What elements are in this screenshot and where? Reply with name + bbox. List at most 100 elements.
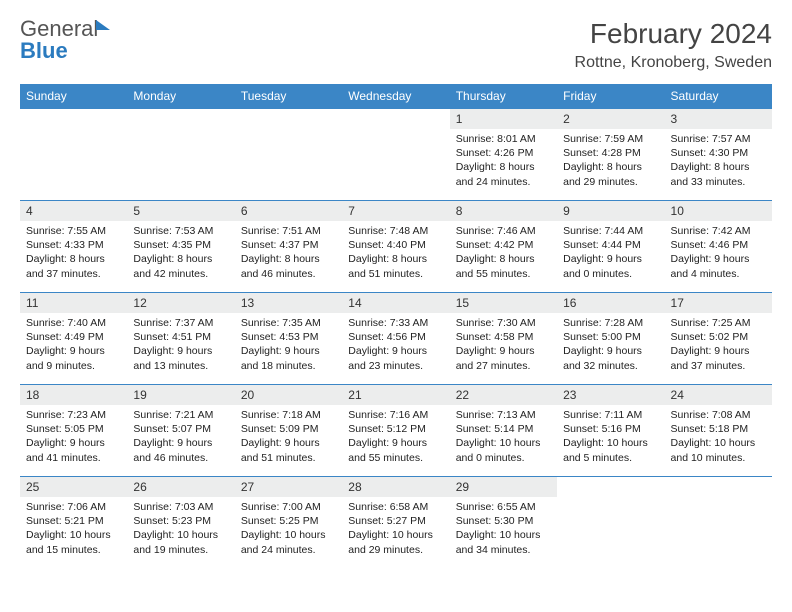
calendar-day-cell: 6Sunrise: 7:51 AMSunset: 4:37 PMDaylight… [235,201,342,293]
daylight-text: Daylight: 8 hours and 37 minutes. [26,252,121,280]
calendar-empty-cell [342,109,449,201]
sunrise-text: Sunrise: 7:40 AM [26,316,121,330]
day-number: 11 [20,293,127,313]
sunset-text: Sunset: 4:26 PM [456,146,551,160]
day-details: Sunrise: 7:40 AMSunset: 4:49 PMDaylight:… [20,313,127,377]
weekday-header: Friday [557,84,664,109]
daylight-text: Daylight: 8 hours and 51 minutes. [348,252,443,280]
daylight-text: Daylight: 9 hours and 18 minutes. [241,344,336,372]
day-number: 21 [342,385,449,405]
day-number: 7 [342,201,449,221]
calendar-day-cell: 11Sunrise: 7:40 AMSunset: 4:49 PMDayligh… [20,293,127,385]
sunset-text: Sunset: 5:12 PM [348,422,443,436]
daylight-text: Daylight: 10 hours and 34 minutes. [456,528,551,556]
day-number: 14 [342,293,449,313]
day-details: Sunrise: 7:18 AMSunset: 5:09 PMDaylight:… [235,405,342,469]
day-details: Sunrise: 7:37 AMSunset: 4:51 PMDaylight:… [127,313,234,377]
sunset-text: Sunset: 5:00 PM [563,330,658,344]
sunset-text: Sunset: 4:44 PM [563,238,658,252]
sunrise-text: Sunrise: 8:01 AM [456,132,551,146]
sunrise-text: Sunrise: 6:58 AM [348,500,443,514]
calendar-empty-cell [20,109,127,201]
day-details: Sunrise: 6:55 AMSunset: 5:30 PMDaylight:… [450,497,557,561]
sunrise-text: Sunrise: 7:25 AM [671,316,766,330]
daylight-text: Daylight: 8 hours and 29 minutes. [563,160,658,188]
daylight-text: Daylight: 9 hours and 55 minutes. [348,436,443,464]
daylight-text: Daylight: 10 hours and 5 minutes. [563,436,658,464]
daylight-text: Daylight: 9 hours and 51 minutes. [241,436,336,464]
sunrise-text: Sunrise: 7:51 AM [241,224,336,238]
day-details: Sunrise: 7:13 AMSunset: 5:14 PMDaylight:… [450,405,557,469]
daylight-text: Daylight: 8 hours and 46 minutes. [241,252,336,280]
day-details: Sunrise: 7:08 AMSunset: 5:18 PMDaylight:… [665,405,772,469]
sunrise-text: Sunrise: 7:00 AM [241,500,336,514]
calendar-day-cell: 16Sunrise: 7:28 AMSunset: 5:00 PMDayligh… [557,293,664,385]
day-details: Sunrise: 8:01 AMSunset: 4:26 PMDaylight:… [450,129,557,193]
day-details: Sunrise: 7:48 AMSunset: 4:40 PMDaylight:… [342,221,449,285]
sunset-text: Sunset: 4:42 PM [456,238,551,252]
calendar-day-cell: 15Sunrise: 7:30 AMSunset: 4:58 PMDayligh… [450,293,557,385]
weekday-header: Monday [127,84,234,109]
calendar-day-cell: 5Sunrise: 7:53 AMSunset: 4:35 PMDaylight… [127,201,234,293]
sunset-text: Sunset: 5:21 PM [26,514,121,528]
calendar-week-row: 25Sunrise: 7:06 AMSunset: 5:21 PMDayligh… [20,477,772,569]
day-details: Sunrise: 7:03 AMSunset: 5:23 PMDaylight:… [127,497,234,561]
sunset-text: Sunset: 4:35 PM [133,238,228,252]
daylight-text: Daylight: 9 hours and 41 minutes. [26,436,121,464]
sunrise-text: Sunrise: 7:21 AM [133,408,228,422]
sunset-text: Sunset: 4:30 PM [671,146,766,160]
day-number: 2 [557,109,664,129]
calendar-day-cell: 29Sunrise: 6:55 AMSunset: 5:30 PMDayligh… [450,477,557,569]
day-number: 15 [450,293,557,313]
sunset-text: Sunset: 5:25 PM [241,514,336,528]
sunrise-text: Sunrise: 7:44 AM [563,224,658,238]
day-number: 26 [127,477,234,497]
daylight-text: Daylight: 9 hours and 37 minutes. [671,344,766,372]
calendar-day-cell: 2Sunrise: 7:59 AMSunset: 4:28 PMDaylight… [557,109,664,201]
day-number: 28 [342,477,449,497]
calendar-empty-cell [557,477,664,569]
sunrise-text: Sunrise: 6:55 AM [456,500,551,514]
sunrise-text: Sunrise: 7:35 AM [241,316,336,330]
day-details: Sunrise: 7:55 AMSunset: 4:33 PMDaylight:… [20,221,127,285]
sunrise-text: Sunrise: 7:06 AM [26,500,121,514]
calendar-day-cell: 24Sunrise: 7:08 AMSunset: 5:18 PMDayligh… [665,385,772,477]
day-details: Sunrise: 7:23 AMSunset: 5:05 PMDaylight:… [20,405,127,469]
day-number: 23 [557,385,664,405]
sunrise-text: Sunrise: 7:33 AM [348,316,443,330]
sunrise-text: Sunrise: 7:18 AM [241,408,336,422]
day-details: Sunrise: 7:21 AMSunset: 5:07 PMDaylight:… [127,405,234,469]
day-number: 17 [665,293,772,313]
title-block: February 2024 Rottne, Kronoberg, Sweden [575,18,772,72]
day-details: Sunrise: 7:53 AMSunset: 4:35 PMDaylight:… [127,221,234,285]
calendar-day-cell: 26Sunrise: 7:03 AMSunset: 5:23 PMDayligh… [127,477,234,569]
sunset-text: Sunset: 5:07 PM [133,422,228,436]
sunset-text: Sunset: 4:51 PM [133,330,228,344]
day-details: Sunrise: 6:58 AMSunset: 5:27 PMDaylight:… [342,497,449,561]
daylight-text: Daylight: 9 hours and 9 minutes. [26,344,121,372]
location-text: Rottne, Kronoberg, Sweden [575,54,772,72]
calendar-day-cell: 12Sunrise: 7:37 AMSunset: 4:51 PMDayligh… [127,293,234,385]
day-number: 6 [235,201,342,221]
daylight-text: Daylight: 10 hours and 15 minutes. [26,528,121,556]
sunset-text: Sunset: 4:33 PM [26,238,121,252]
sunset-text: Sunset: 5:05 PM [26,422,121,436]
daylight-text: Daylight: 10 hours and 29 minutes. [348,528,443,556]
sunrise-text: Sunrise: 7:48 AM [348,224,443,238]
sunrise-text: Sunrise: 7:11 AM [563,408,658,422]
sunrise-text: Sunrise: 7:42 AM [671,224,766,238]
calendar-day-cell: 1Sunrise: 8:01 AMSunset: 4:26 PMDaylight… [450,109,557,201]
sunset-text: Sunset: 5:23 PM [133,514,228,528]
day-number: 10 [665,201,772,221]
calendar-week-row: 4Sunrise: 7:55 AMSunset: 4:33 PMDaylight… [20,201,772,293]
day-number: 29 [450,477,557,497]
day-details: Sunrise: 7:59 AMSunset: 4:28 PMDaylight:… [557,129,664,193]
calendar-day-cell: 28Sunrise: 6:58 AMSunset: 5:27 PMDayligh… [342,477,449,569]
daylight-text: Daylight: 8 hours and 55 minutes. [456,252,551,280]
calendar-day-cell: 17Sunrise: 7:25 AMSunset: 5:02 PMDayligh… [665,293,772,385]
calendar-day-cell: 22Sunrise: 7:13 AMSunset: 5:14 PMDayligh… [450,385,557,477]
day-details: Sunrise: 7:00 AMSunset: 5:25 PMDaylight:… [235,497,342,561]
calendar-day-cell: 27Sunrise: 7:00 AMSunset: 5:25 PMDayligh… [235,477,342,569]
daylight-text: Daylight: 10 hours and 0 minutes. [456,436,551,464]
day-details: Sunrise: 7:42 AMSunset: 4:46 PMDaylight:… [665,221,772,285]
